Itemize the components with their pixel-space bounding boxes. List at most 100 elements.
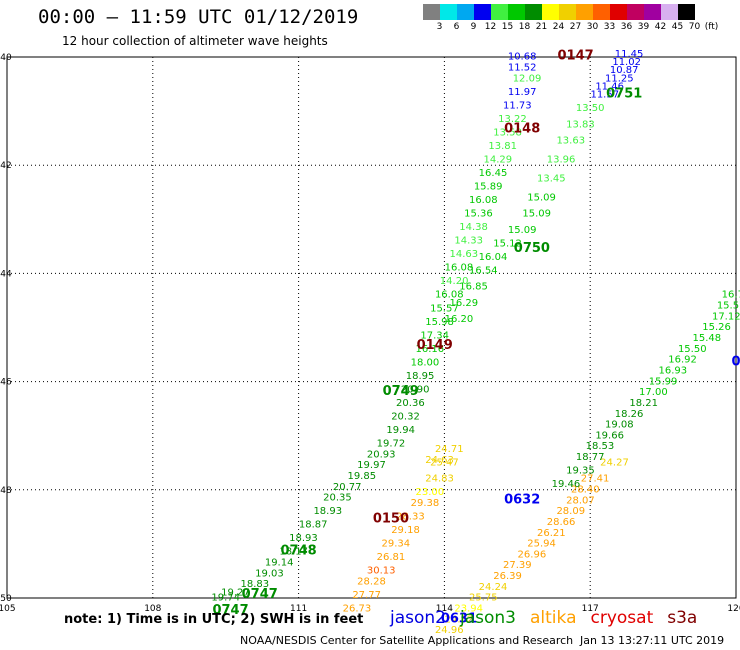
colorbar-swatch bbox=[491, 4, 508, 20]
wave-height-label: 24.71 bbox=[435, 444, 464, 455]
wave-height-label: 18.21 bbox=[629, 398, 658, 409]
wave-height-label: 10.68 bbox=[508, 52, 537, 63]
wave-height-label: 13.96 bbox=[547, 154, 576, 165]
pass-time-label: 0631 bbox=[441, 611, 477, 626]
pass-time-label: 0632 bbox=[504, 492, 540, 507]
wave-height-label: 16.77 bbox=[722, 290, 740, 301]
wave-height-label: 16.85 bbox=[459, 282, 488, 293]
wave-height-label: 18.00 bbox=[411, 357, 440, 368]
wave-height-label: 18.77 bbox=[576, 452, 605, 463]
wave-height-label: 24.27 bbox=[600, 457, 629, 468]
wave-height-label: 11.25 bbox=[605, 73, 634, 84]
wave-height-label: 19.08 bbox=[605, 420, 634, 431]
lon-tick-label: 120 bbox=[727, 604, 740, 614]
wave-height-label: 20.32 bbox=[391, 411, 420, 422]
colorbar-label: 3 bbox=[436, 22, 443, 32]
satellite-legend-item: s3a bbox=[667, 608, 698, 628]
wave-height-label: 11.45 bbox=[615, 49, 644, 60]
pass-time-label: 0747 bbox=[242, 587, 278, 602]
wave-height-label: 16.45 bbox=[479, 168, 508, 179]
colorbar-swatch bbox=[440, 4, 457, 20]
wave-height-label: 15.57 bbox=[430, 303, 459, 314]
colorbar-swatch bbox=[627, 4, 644, 20]
colorbar-swatch bbox=[559, 4, 576, 20]
wave-height-label: 28.33 bbox=[396, 512, 425, 523]
lon-tick-label: 108 bbox=[144, 604, 161, 614]
colorbar-label: 70 bbox=[688, 22, 701, 32]
wave-height-label: 13.81 bbox=[488, 141, 517, 152]
map-subtitle: 12 hour collection of altimeter wave hei… bbox=[62, 34, 328, 48]
colorbar-label: 33 bbox=[603, 22, 616, 32]
wave-height-label: 25.94 bbox=[527, 539, 556, 550]
wave-height-label: 26.39 bbox=[493, 571, 522, 582]
wave-height-label: 16.93 bbox=[658, 365, 687, 376]
wave-height-label: 11.57 bbox=[590, 90, 619, 101]
wave-height-label: 28.40 bbox=[571, 485, 600, 496]
colorbar-swatch bbox=[678, 4, 695, 20]
wave-height-label: 26.81 bbox=[377, 552, 406, 563]
pass-time-label: 0751 bbox=[606, 87, 642, 102]
wave-height-label: 24.83 bbox=[425, 474, 454, 485]
wave-height-label: 15.57 bbox=[717, 301, 740, 312]
lat-tick-label: 46 bbox=[0, 378, 12, 388]
wave-height-label: 15.09 bbox=[522, 209, 551, 220]
wave-height-label: 28.07 bbox=[566, 495, 595, 506]
wave-height-label: 24.63 bbox=[425, 455, 454, 466]
wave-height-label: 14.38 bbox=[459, 222, 488, 233]
wave-height-label: 28.66 bbox=[547, 517, 576, 528]
colorbar-swatch bbox=[423, 4, 440, 20]
wave-height-label: 29.34 bbox=[381, 539, 410, 550]
colorbar-swatch bbox=[542, 4, 559, 20]
wave-height-label: 29.18 bbox=[391, 525, 420, 536]
generated-date: Jan 13 13:27:11 UTC 2019 bbox=[580, 634, 725, 647]
lon-tick-label: 114 bbox=[436, 604, 453, 614]
wave-height-label: 19.35 bbox=[566, 466, 595, 477]
map-title: 00:00 – 11:59 UTC 01/12/2019 bbox=[38, 6, 359, 28]
wave-height-label: 18.83 bbox=[241, 579, 270, 590]
pass-time-label: 0750 bbox=[514, 241, 550, 256]
colorbar-label: (ft) bbox=[704, 22, 719, 32]
wave-height-label: 19.14 bbox=[265, 558, 294, 569]
wave-height-label: 28.28 bbox=[357, 576, 386, 587]
wave-height-label: 15.48 bbox=[693, 333, 722, 344]
wave-height-label: 28.09 bbox=[556, 506, 585, 517]
lat-tick-label: 42 bbox=[0, 161, 11, 171]
wave-height-label: 14.33 bbox=[454, 236, 483, 247]
colorbar-label: 9 bbox=[470, 22, 477, 32]
note-text: note: 1) Time is in UTC; 2) SWH is in fe… bbox=[64, 612, 364, 627]
wave-height-label: 16.29 bbox=[450, 298, 479, 309]
colorbar-label: 18 bbox=[518, 22, 531, 32]
wave-height-label: 29.38 bbox=[411, 498, 440, 509]
wave-height-label: 17.12 bbox=[712, 311, 740, 322]
credit-text: NOAA/NESDIS Center for Satellite Applica… bbox=[240, 634, 574, 647]
wave-height-label: 27.41 bbox=[581, 474, 610, 485]
lon-tick-label: 111 bbox=[290, 604, 307, 614]
wave-height-label: 14.63 bbox=[450, 249, 479, 260]
lat-tick-label: 44 bbox=[0, 269, 12, 279]
pass-time-label: 0747 bbox=[212, 603, 248, 618]
colorbar-swatch bbox=[593, 4, 610, 20]
pass-time-label: 0 bbox=[731, 354, 740, 369]
wave-height-label: 16.08 bbox=[435, 290, 464, 301]
wave-height-label: 15.09 bbox=[527, 192, 556, 203]
pass-time-label: 0149 bbox=[417, 338, 453, 353]
pass-time-label: 0150 bbox=[373, 511, 409, 526]
wave-height-label: 19.94 bbox=[386, 425, 415, 436]
colorbar-label: 42 bbox=[654, 22, 667, 32]
wave-height-label: 20.93 bbox=[367, 449, 396, 460]
wave-height-label: 18.93 bbox=[313, 506, 342, 517]
wave-height-label: 13.58 bbox=[493, 127, 522, 138]
wave-height-label: 16.04 bbox=[479, 252, 508, 263]
wave-height-label: 15.36 bbox=[464, 209, 493, 220]
wave-height-label: 13.83 bbox=[566, 119, 595, 130]
lat-tick-label: 50 bbox=[0, 594, 12, 604]
wave-height-label: 19.27 bbox=[221, 587, 250, 598]
lon-tick-label: 105 bbox=[0, 604, 16, 614]
wave-height-label: 11.52 bbox=[508, 63, 537, 74]
wave-height-label: 18.53 bbox=[586, 441, 615, 452]
pass-time-label: 0749 bbox=[383, 384, 419, 399]
wave-height-label: 26.96 bbox=[518, 549, 547, 560]
wave-height-label: 12.09 bbox=[513, 73, 542, 84]
colorbar-label: 15 bbox=[501, 22, 514, 32]
colorbar-label: 30 bbox=[586, 22, 599, 32]
